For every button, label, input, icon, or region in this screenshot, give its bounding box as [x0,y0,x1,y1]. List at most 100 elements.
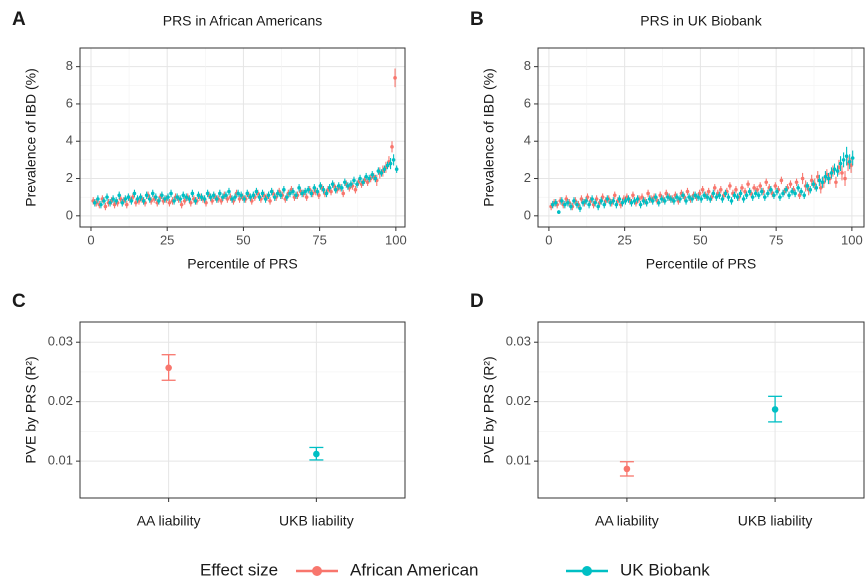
point [157,199,161,203]
panel: B PRS in UK Biobank 0 2 4 6 8 Prevalence of IBD… [470,9,865,272]
point [663,199,667,203]
point [587,202,591,207]
point [644,200,649,205]
point [282,187,286,192]
point [700,187,705,192]
point [324,191,329,196]
point [758,184,762,188]
plot-background [538,322,864,498]
point [681,193,685,198]
point [720,197,725,201]
point [99,202,103,207]
point [784,187,788,192]
point [313,450,320,458]
point [167,200,172,205]
point [141,199,146,203]
point [144,193,149,198]
point [796,186,800,190]
y-tick-label: 8 [524,58,531,73]
point [712,186,717,190]
panel-letter: D [470,291,484,312]
point [93,200,97,205]
point [735,195,740,199]
point [117,193,122,198]
x-tick-label: AA liability [595,513,659,529]
point [817,178,822,183]
point [294,193,298,198]
point [672,199,676,203]
point [787,193,791,198]
point [169,191,173,196]
point [584,199,588,203]
point [641,199,646,203]
point [242,197,247,201]
point [111,197,115,201]
point [330,182,335,186]
legend-title: Effect size [200,560,278,579]
point [705,195,710,199]
point [566,200,570,205]
point [199,195,204,199]
x-axis-title: Percentile of PRS [187,256,298,272]
point [599,199,604,203]
point [114,199,118,203]
point [268,199,272,203]
point [750,195,755,199]
point [172,199,176,203]
panel-letter: A [12,9,26,30]
y-tick-label: 0.03 [506,334,531,349]
panel: C 0.01 0.02 0.03 PVE by PRS (R²) AA liability… [12,291,406,529]
point [564,197,569,201]
point [823,174,828,179]
point [696,195,700,199]
point [726,195,731,199]
point [219,199,224,203]
point [166,195,170,199]
point [269,189,274,194]
x-tick-label: 50 [693,232,707,247]
point [800,176,805,181]
point [147,197,152,201]
point [239,193,243,198]
point [108,200,112,205]
y-tick-label: 4 [524,133,531,148]
point [248,195,253,199]
point [327,186,332,190]
point [590,197,594,201]
point [135,197,140,201]
point [353,187,358,192]
x-tick-label: 25 [160,232,174,247]
point [275,191,280,196]
point [120,200,125,205]
point [279,193,283,198]
point [838,161,843,166]
point [797,193,802,198]
point [729,199,734,203]
point [556,210,561,214]
point [658,193,663,198]
panel-title: PRS in UK Biobank [640,13,762,29]
point [793,191,797,196]
point [208,195,213,199]
point [805,184,810,188]
point [596,204,600,209]
point [373,176,378,181]
y-tick-label: 0.02 [506,393,531,408]
panel-letter: C [12,291,26,312]
point [847,159,852,164]
point [738,191,743,196]
point [690,197,694,201]
point [260,191,265,196]
point [843,176,847,181]
panel: D 0.01 0.02 0.03 PVE by PRS (R²) AA liability… [470,291,865,529]
point [364,174,368,179]
point [666,195,670,199]
point [826,176,831,181]
point [687,195,691,199]
point [766,191,770,196]
point [820,180,825,185]
point [285,195,289,199]
x-tick-label: 50 [236,232,250,247]
point [312,186,317,190]
y-tick-label: 6 [66,95,73,110]
